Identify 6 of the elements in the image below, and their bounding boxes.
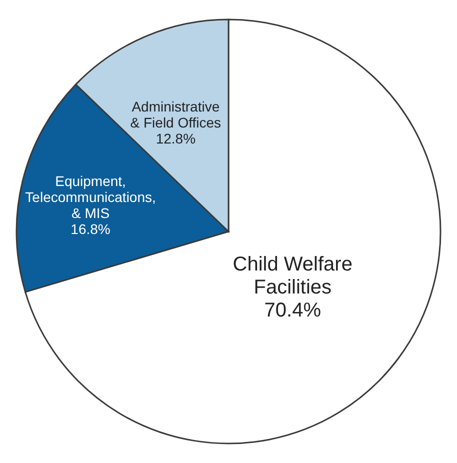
slice-label: Equipment, Telecommunications, & MIS xyxy=(25,172,156,222)
data-label: 12.8% xyxy=(156,130,196,146)
slice-label: Child Welfare Facilities xyxy=(232,253,352,298)
data-label: 70.4% xyxy=(264,299,322,322)
slice-label: Administrative & Field Offices xyxy=(130,98,222,130)
data-label: 16.8% xyxy=(70,221,110,238)
